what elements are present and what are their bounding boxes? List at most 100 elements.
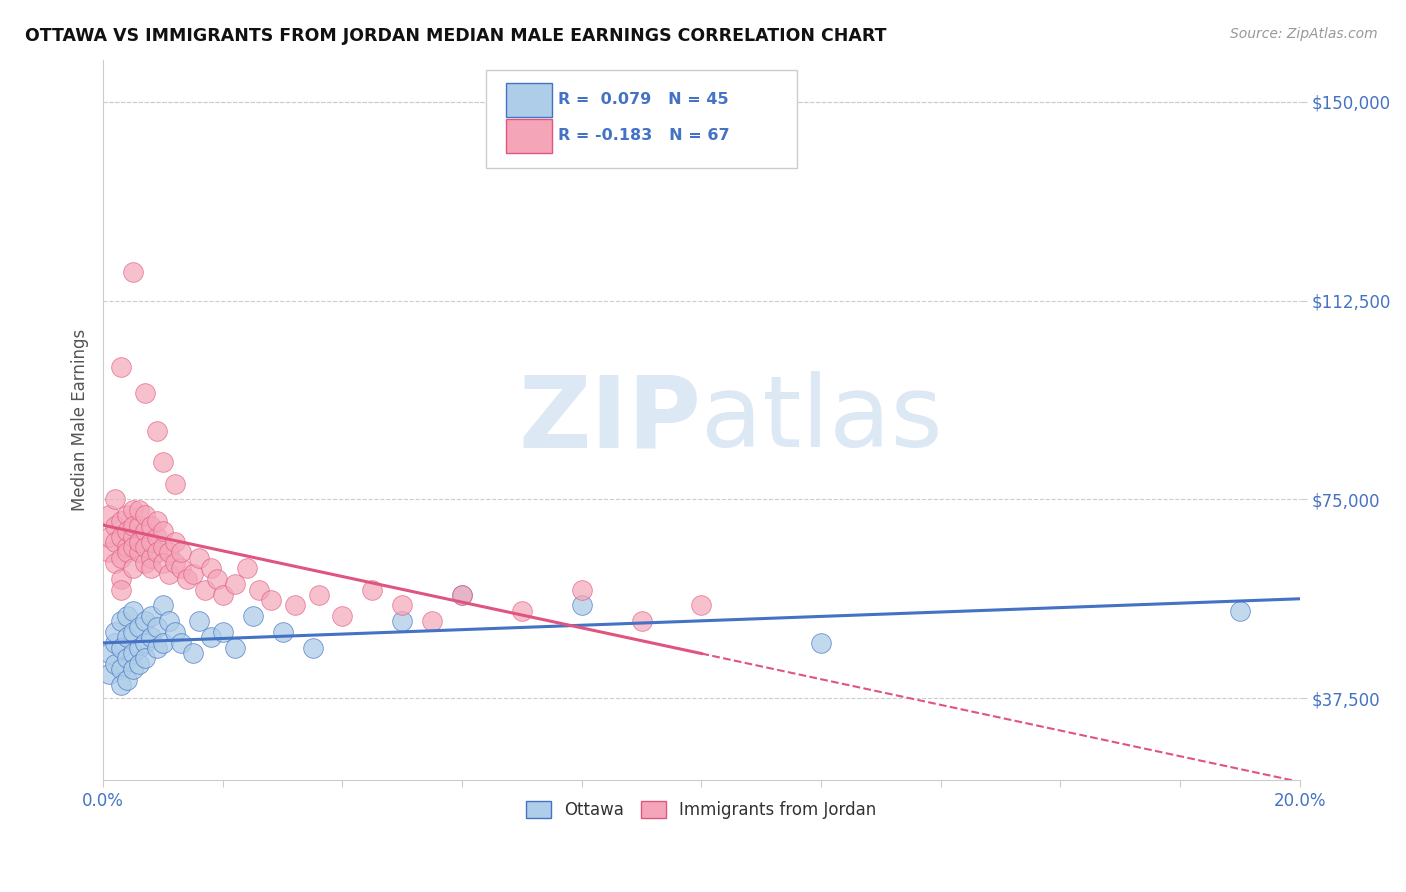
Point (115, 524, 138, 539)
Point (200, 561, 222, 575)
Point (170, 545, 193, 559)
Text: Source: ZipAtlas.com: Source: ZipAtlas.com (1230, 27, 1378, 41)
Point (181, 566, 204, 581)
Point (170, 635, 193, 649)
Point (122, 662, 145, 676)
Point (139, 550, 162, 565)
Point (115, 545, 138, 559)
Point (451, 588, 474, 602)
Point (194, 582, 217, 597)
Point (187, 615, 209, 629)
Point (271, 624, 294, 639)
Text: R =  0.079   N = 45: R = 0.079 N = 45 (558, 93, 728, 107)
Point (104, 519, 127, 533)
Point (146, 640, 169, 655)
Point (128, 657, 150, 671)
Point (211, 588, 233, 602)
Point (247, 582, 270, 597)
Point (115, 630, 138, 644)
Point (98, 545, 121, 559)
Point (211, 624, 233, 639)
Point (690, 599, 713, 613)
Point (122, 561, 145, 575)
Point (128, 503, 150, 517)
Point (146, 529, 169, 543)
Point (1229, 604, 1251, 618)
Point (332, 609, 354, 624)
Point (98, 667, 121, 681)
Point (98, 646, 121, 660)
Point (152, 524, 174, 539)
Point (157, 615, 180, 629)
Point (420, 615, 443, 629)
Point (104, 635, 127, 649)
Point (200, 630, 222, 644)
Point (170, 561, 193, 575)
Point (110, 550, 132, 565)
Point (134, 615, 156, 629)
Text: atlas: atlas (702, 371, 943, 468)
Point (260, 593, 283, 607)
Point (163, 624, 186, 639)
Point (122, 646, 145, 660)
Point (152, 540, 174, 554)
Point (122, 529, 145, 543)
Point (115, 508, 138, 523)
Point (451, 588, 474, 602)
Text: ZIP: ZIP (519, 371, 702, 468)
Point (110, 662, 132, 676)
Point (110, 514, 132, 528)
Point (115, 609, 138, 624)
Point (104, 492, 127, 507)
Point (104, 534, 127, 549)
Point (110, 582, 132, 597)
Point (128, 519, 150, 533)
Point (205, 572, 228, 586)
FancyBboxPatch shape (486, 70, 797, 168)
Point (139, 534, 162, 549)
Point (301, 640, 323, 655)
Point (110, 640, 132, 655)
Point (163, 476, 186, 491)
Point (122, 624, 145, 639)
Point (98, 529, 121, 543)
Point (284, 599, 307, 613)
Point (510, 604, 533, 618)
Point (391, 615, 413, 629)
Point (152, 556, 174, 570)
Legend: Ottawa, Immigrants from Jordan: Ottawa, Immigrants from Jordan (520, 795, 883, 826)
Point (181, 646, 204, 660)
Point (122, 604, 145, 618)
Point (122, 540, 145, 554)
Point (134, 556, 156, 570)
Point (134, 524, 156, 539)
Text: R = -0.183   N = 67: R = -0.183 N = 67 (558, 128, 730, 144)
Point (104, 657, 127, 671)
Point (115, 540, 138, 554)
Point (134, 635, 156, 649)
Point (630, 615, 652, 629)
Point (134, 540, 156, 554)
Point (110, 359, 132, 374)
Point (224, 577, 246, 591)
Point (128, 534, 150, 549)
Point (235, 561, 257, 575)
Point (810, 635, 832, 649)
Point (152, 599, 174, 613)
FancyBboxPatch shape (506, 119, 553, 153)
Point (122, 264, 145, 278)
Point (139, 519, 162, 533)
Point (110, 615, 132, 629)
Point (308, 588, 330, 602)
Point (146, 514, 169, 528)
Point (361, 582, 384, 597)
Point (163, 534, 186, 549)
Point (157, 545, 180, 559)
Point (134, 386, 156, 401)
Point (187, 550, 209, 565)
Point (128, 619, 150, 633)
Point (110, 678, 132, 692)
Point (104, 556, 127, 570)
Point (571, 599, 593, 613)
Point (571, 582, 593, 597)
